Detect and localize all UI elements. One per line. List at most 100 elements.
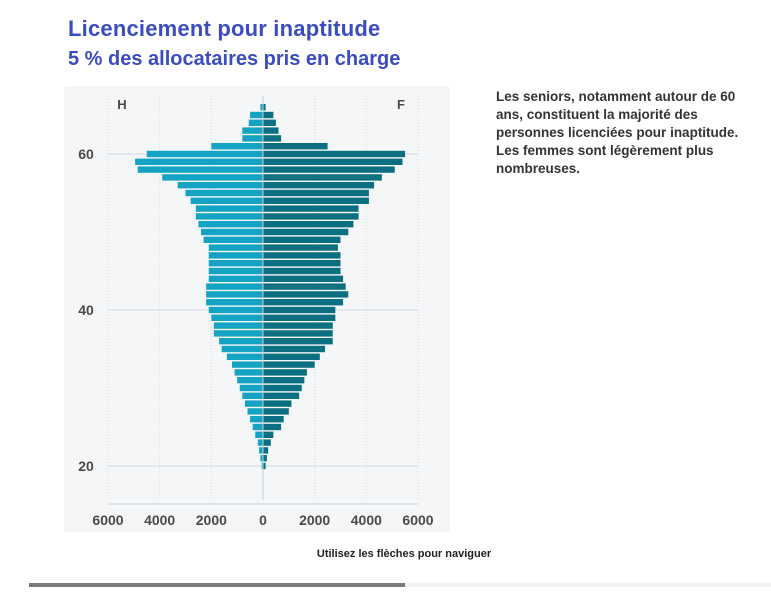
bar-men-age-39	[211, 314, 263, 321]
chart-panel: 6000 4000 2000 0 2000 4000 6000 20 40 60 H F	[64, 86, 450, 532]
bar-women-age-44	[263, 275, 344, 282]
bar-women-age-39	[263, 314, 336, 321]
bar-women-age-50	[263, 228, 349, 236]
bar-men-age-64	[248, 119, 263, 126]
bar-women-age-47	[263, 252, 341, 259]
bar-women-age-53	[263, 205, 359, 212]
bar-women-age-60	[263, 150, 406, 158]
bar-women-age-40	[263, 306, 336, 314]
bar-women-age-24	[263, 431, 274, 438]
progress-bar-fill	[29, 583, 406, 587]
bar-men-age-65	[250, 111, 263, 119]
bar-men-age-35	[221, 345, 263, 353]
bar-women-age-26	[263, 416, 284, 423]
bar-men-age-52	[195, 213, 263, 220]
bar-men-age-43	[206, 283, 263, 290]
y-tick-label: 40	[78, 302, 94, 318]
bar-women-age-34	[263, 353, 320, 360]
bar-women-age-27	[263, 408, 289, 415]
bar-women-age-64	[263, 119, 276, 126]
x-tick-label: 6000	[402, 512, 433, 528]
bar-men-age-32	[234, 369, 263, 376]
bar-men-age-22	[259, 447, 263, 454]
bar-men-age-27	[247, 408, 263, 415]
bar-men-age-61	[211, 143, 263, 150]
bar-women-age-63	[263, 127, 279, 134]
bar-men-age-57	[162, 174, 263, 181]
bar-men-age-42	[206, 291, 263, 298]
bar-men-age-36	[219, 338, 263, 345]
bar-men-age-48	[208, 244, 263, 251]
bar-women-age-36	[263, 338, 333, 345]
bar-women-age-23	[263, 439, 271, 446]
bar-women-age-54	[263, 197, 369, 204]
bar-women-age-21	[263, 455, 267, 462]
bar-men-age-26	[250, 416, 263, 423]
bar-women-age-28	[263, 400, 292, 407]
bar-men-age-30	[239, 384, 263, 392]
bar-men-age-62	[242, 135, 263, 142]
bar-women-age-42	[263, 291, 349, 298]
bar-women-age-22	[263, 447, 269, 454]
bar-men-age-58	[137, 166, 263, 173]
bar-men-age-31	[237, 377, 263, 384]
bar-women-age-59	[263, 158, 403, 165]
bar-women-age-30	[263, 384, 302, 392]
bar-women-age-51	[263, 221, 354, 228]
bar-men-age-56	[177, 182, 263, 189]
bar-men-age-40	[208, 306, 263, 314]
bar-men-age-37	[213, 330, 263, 337]
bar-men-age-21	[260, 455, 263, 462]
bar-women-age-58	[263, 166, 395, 173]
x-tick-label: 2000	[299, 512, 330, 528]
bar-women-age-35	[263, 345, 325, 353]
bar-women-age-52	[263, 213, 359, 220]
bar-women-age-66	[263, 104, 266, 111]
bar-men-age-24	[255, 431, 263, 438]
chart-note: Les seniors, notamment autour de 60 ans,…	[496, 89, 739, 176]
legend-men-label: H	[117, 97, 126, 112]
legend-women-label: F	[397, 97, 405, 112]
bar-women-age-41	[263, 299, 344, 306]
bar-men-age-49	[203, 236, 263, 243]
chart-subtitle: 5 % des allocataires pris en charge	[68, 48, 401, 70]
bar-men-age-23	[257, 439, 263, 446]
bar-men-age-47	[208, 252, 263, 259]
chart-title: Licenciement pour inaptitude	[68, 16, 381, 41]
bar-men-age-59	[135, 158, 263, 165]
bar-women-age-38	[263, 322, 333, 329]
bar-women-age-37	[263, 330, 333, 337]
bar-men-age-45	[208, 267, 263, 275]
bar-men-age-34	[226, 353, 263, 360]
bar-women-age-46	[263, 260, 341, 267]
bar-men-age-41	[206, 299, 263, 306]
bar-women-age-56	[263, 182, 375, 189]
y-tick-label: 60	[78, 146, 94, 162]
bar-women-age-65	[263, 111, 274, 119]
bar-men-age-44	[208, 275, 263, 282]
bar-men-age-25	[252, 423, 263, 431]
bar-women-age-32	[263, 369, 307, 376]
bar-women-age-33	[263, 361, 315, 368]
bar-women-age-45	[263, 267, 341, 275]
bar-men-age-38	[213, 322, 263, 329]
navigation-hint: Utilisez les flèches pour naviguer	[316, 548, 492, 560]
bar-women-age-61	[263, 143, 328, 150]
bar-women-age-49	[263, 236, 341, 243]
x-tick-label: 4000	[351, 512, 382, 528]
bar-women-age-20	[263, 462, 266, 470]
x-tick-label: 6000	[92, 512, 123, 528]
bar-men-age-66	[260, 104, 263, 111]
bar-men-age-63	[242, 127, 263, 134]
bar-men-age-54	[190, 197, 263, 204]
progress-bar	[29, 583, 771, 587]
bar-men-age-28	[244, 400, 263, 407]
x-tick-label: 2000	[196, 512, 227, 528]
bar-women-age-43	[263, 283, 346, 290]
x-tick-label: 0	[259, 512, 267, 528]
bar-men-age-55	[185, 189, 263, 197]
bar-men-age-29	[242, 392, 263, 399]
bar-women-age-25	[263, 423, 282, 431]
bar-women-age-31	[263, 377, 305, 384]
bar-women-age-62	[263, 135, 282, 142]
